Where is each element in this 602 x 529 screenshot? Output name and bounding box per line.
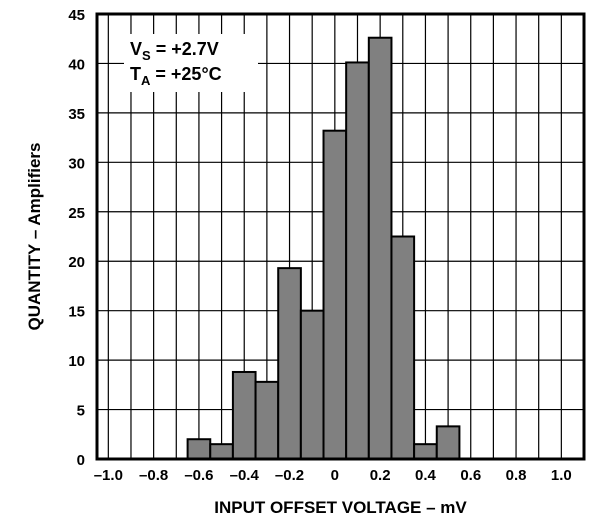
plot-frame [95,12,586,461]
annotation-temperature: TA = +25°C [130,64,222,88]
histogram-bar [435,425,461,461]
x-tick-label: 0.8 [506,467,527,484]
y-tick-labels: 0 5 10 15 20 25 30 35 40 45 [68,7,85,469]
annotation-box [124,34,258,92]
x-tick-labels: –1.0 –0.8 –0.6 –0.4 –0.2 0 0.2 0.4 0.6 0.8 1.0 [94,467,572,484]
histogram-bar [299,309,325,460]
y-tick-label: 30 [68,155,85,172]
x-tick-label: –0.2 [275,467,304,484]
y-tick-label: 20 [68,254,85,271]
histogram-bar [390,235,416,460]
histogram-bar [322,129,348,460]
y-tick-label: 40 [68,56,85,73]
y-tick-label: 0 [77,452,85,469]
y-tick-label: 5 [77,403,85,420]
y-tick-label: 45 [68,7,85,24]
x-tick-label: –1.0 [94,467,123,484]
x-tick-label: 0.6 [460,467,481,484]
x-tick-label: –0.6 [184,467,213,484]
bars-layer [186,36,461,461]
histogram-bar [254,380,280,460]
histogram-bar [231,370,257,461]
y-tick-label: 35 [68,106,85,123]
x-tick-label: 0.2 [370,467,391,484]
x-tick-label: –0.8 [139,467,168,484]
y-axis-title: QUANTITY – Amplifiers [25,143,44,331]
x-tick-label: –0.4 [230,467,260,484]
histogram-bar [345,61,370,460]
y-tick-label: 25 [68,205,85,222]
y-tick-label: 10 [68,353,85,370]
histogram-bar [277,267,302,460]
histogram-bar [413,443,438,460]
annotation-supply-voltage: VS = +2.7V [130,39,219,63]
histogram-bar [209,443,234,460]
y-tick-label: 15 [68,304,85,321]
x-tick-label: 0 [331,467,339,484]
x-axis-title: INPUT OFFSET VOLTAGE – mV [214,498,467,517]
x-tick-label: 0.4 [415,467,437,484]
histogram-bar [186,438,212,461]
histogram-bar [367,36,393,460]
x-tick-label: 1.0 [551,467,572,484]
